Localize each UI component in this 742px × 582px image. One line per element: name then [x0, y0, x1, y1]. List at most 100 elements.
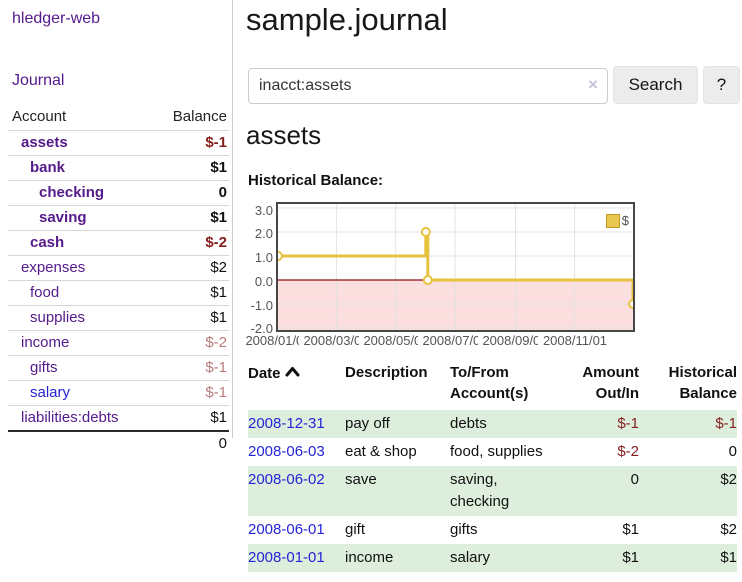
- sidebar-divider: [232, 0, 233, 438]
- accounts-cell: saving, checking: [450, 466, 554, 516]
- accounts-total: 0: [152, 431, 229, 456]
- y-axis-label: 2.0: [243, 226, 273, 242]
- y-axis-label: -1.0: [243, 298, 273, 314]
- app-brand-link[interactable]: hledger-web: [12, 10, 100, 28]
- account-link-cash[interactable]: cash: [30, 234, 64, 251]
- accounts-total-row: 0: [8, 431, 229, 456]
- column-header-accounts: To/From Account(s): [450, 360, 554, 410]
- search-button[interactable]: Search: [613, 66, 698, 104]
- register-row: 2008-12-31 pay off debts $-1 $-1: [248, 410, 737, 438]
- account-balance: $-1: [152, 356, 229, 381]
- account-row: supplies $1: [8, 306, 229, 331]
- balance-chart: $: [276, 202, 635, 332]
- column-header-date[interactable]: Date: [248, 360, 345, 410]
- chart-plot-area: [278, 204, 633, 330]
- balance-cell: $2: [639, 466, 737, 516]
- account-balance: $-1: [152, 381, 229, 406]
- help-button[interactable]: ?: [703, 66, 740, 104]
- account-link-saving[interactable]: saving: [39, 209, 87, 226]
- accounts-cell: food, supplies: [450, 438, 554, 466]
- page-title: sample.journal: [246, 2, 448, 38]
- column-header-balance: Historical Balance: [639, 360, 737, 410]
- search-input[interactable]: [248, 68, 608, 104]
- column-header-amount: Amount Out/In: [554, 360, 639, 410]
- accounts-header-balance: Balance: [152, 104, 229, 131]
- account-link-bank[interactable]: bank: [30, 159, 65, 176]
- account-balance: $1: [152, 281, 229, 306]
- account-balance: $1: [152, 156, 229, 181]
- balance-cell: $-1: [639, 410, 737, 438]
- y-axis-label: 0.0: [243, 274, 273, 290]
- chart-legend: $: [606, 213, 629, 228]
- description-cell: pay off: [345, 410, 450, 438]
- legend-swatch-icon: [606, 214, 620, 228]
- account-row: expenses $2: [8, 256, 229, 281]
- amount-cell: $1: [554, 516, 639, 544]
- accounts-header-row: Account Balance: [8, 104, 229, 131]
- sort-asc-icon: [285, 362, 300, 383]
- description-cell: gift: [345, 516, 450, 544]
- accounts-table: Account Balance assets $-1 bank $1 check…: [8, 104, 229, 456]
- account-link-checking[interactable]: checking: [39, 184, 104, 201]
- account-link-liabilities-debts[interactable]: liabilities:debts: [21, 409, 119, 426]
- account-balance: 0: [152, 181, 229, 206]
- account-link-expenses[interactable]: expenses: [21, 259, 85, 276]
- account-link-gifts[interactable]: gifts: [30, 359, 58, 376]
- account-row: saving $1: [8, 206, 229, 231]
- register-row: 2008-01-01 income salary $1 $1: [248, 544, 737, 572]
- account-heading: assets: [246, 120, 321, 151]
- accounts-header-account: Account: [8, 104, 152, 131]
- y-axis-label: 1.0: [243, 250, 273, 266]
- register-table: Date Description To/From Account(s) Amou…: [248, 360, 737, 572]
- account-balance: $1: [152, 406, 229, 432]
- amount-cell: $-1: [554, 410, 639, 438]
- account-row: salary $-1: [8, 381, 229, 406]
- account-row: gifts $-1: [8, 356, 229, 381]
- transaction-date-link[interactable]: 2008-01-01: [248, 549, 325, 566]
- accounts-cell: salary: [450, 544, 554, 572]
- transaction-date-link[interactable]: 2008-12-31: [248, 415, 325, 432]
- legend-label: $: [622, 213, 629, 228]
- clear-search-icon[interactable]: ×: [588, 76, 598, 93]
- register-row: 2008-06-03 eat & shop food, supplies $-2…: [248, 438, 737, 466]
- register-row: 2008-06-01 gift gifts $1 $2: [248, 516, 737, 544]
- account-row: cash $-2: [8, 231, 229, 256]
- x-axis-label: 2008/11/01: [538, 333, 612, 348]
- nav-journal-link[interactable]: Journal: [12, 72, 64, 90]
- hledger-web-page: hledger-web Journal Account Balance asse…: [0, 0, 742, 582]
- register-row: 2008-06-02 save saving, checking 0 $2: [248, 466, 737, 516]
- register-header-row: Date Description To/From Account(s) Amou…: [248, 360, 737, 410]
- column-header-description: Description: [345, 360, 450, 410]
- balance-cell: $1: [639, 544, 737, 572]
- account-balance: $2: [152, 256, 229, 281]
- balance-cell: 0: [639, 438, 737, 466]
- account-row: checking 0: [8, 181, 229, 206]
- account-balance: $1: [152, 306, 229, 331]
- accounts-cell: debts: [450, 410, 554, 438]
- account-row: assets $-1: [8, 131, 229, 156]
- balance-cell: $2: [639, 516, 737, 544]
- account-balance: $-1: [152, 131, 229, 156]
- account-link-income[interactable]: income: [21, 334, 69, 351]
- description-cell: income: [345, 544, 450, 572]
- amount-cell: 0: [554, 466, 639, 516]
- account-balance: $1: [152, 206, 229, 231]
- y-axis-label: 3.0: [243, 203, 273, 219]
- account-link-assets[interactable]: assets: [21, 134, 68, 151]
- accounts-cell: gifts: [450, 516, 554, 544]
- account-row: food $1: [8, 281, 229, 306]
- account-balance: $-2: [152, 331, 229, 356]
- amount-cell: $-2: [554, 438, 639, 466]
- amount-cell: $1: [554, 544, 639, 572]
- account-link-supplies[interactable]: supplies: [30, 309, 85, 326]
- transaction-date-link[interactable]: 2008-06-03: [248, 443, 325, 460]
- chart-title: Historical Balance:: [248, 172, 383, 189]
- description-cell: save: [345, 466, 450, 516]
- transaction-date-link[interactable]: 2008-06-01: [248, 521, 325, 538]
- account-row: income $-2: [8, 331, 229, 356]
- account-row: bank $1: [8, 156, 229, 181]
- transaction-date-link[interactable]: 2008-06-02: [248, 471, 325, 488]
- account-link-salary[interactable]: salary: [30, 384, 70, 401]
- account-balance: $-2: [152, 231, 229, 256]
- account-link-food[interactable]: food: [30, 284, 59, 301]
